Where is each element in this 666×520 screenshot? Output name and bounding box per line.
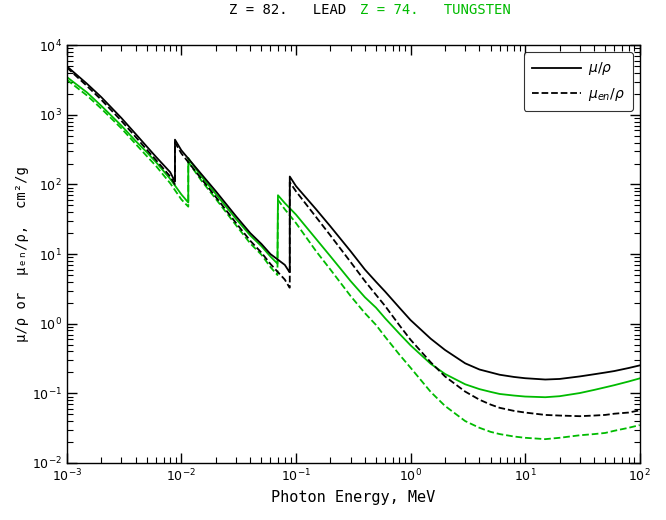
Text: Z = 74.   TUNGSTEN: Z = 74. TUNGSTEN: [360, 3, 511, 17]
Text: Z = 82.   LEAD: Z = 82. LEAD: [229, 3, 346, 17]
Y-axis label: μ/ρ or  μₑₙ/ρ,  cm²/g: μ/ρ or μₑₙ/ρ, cm²/g: [15, 166, 29, 342]
Legend: $\mu/\rho$, $\mu_{en}/\rho$: $\mu/\rho$, $\mu_{en}/\rho$: [523, 52, 633, 111]
X-axis label: Photon Energy, MeV: Photon Energy, MeV: [271, 490, 436, 505]
